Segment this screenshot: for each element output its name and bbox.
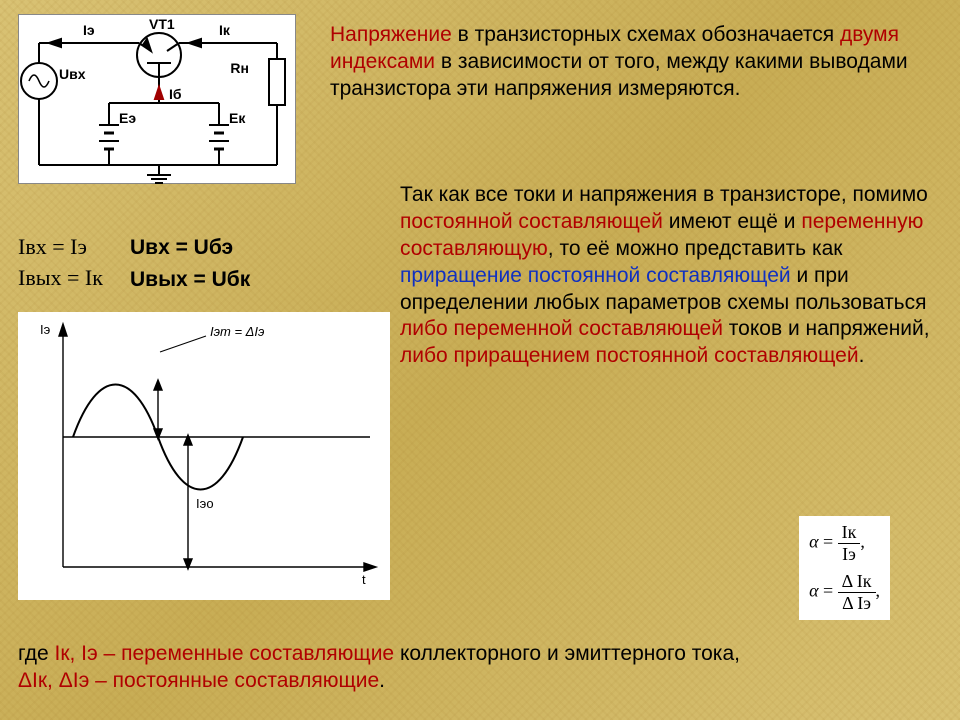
paragraph-components: Так как все токи и напряжения в транзист…	[400, 182, 940, 370]
graph-y-label: Iэ	[40, 322, 51, 337]
text: , то её можно представить как	[548, 237, 843, 260]
text: постоянной составляющей	[400, 210, 663, 233]
equations-currents: Iвх = Iэ Iвых = Iк	[18, 232, 103, 294]
circuit-svg: Iэ VT1 Iк Uвх Rн Iб Еэ Ек	[19, 15, 297, 185]
text: токов и напряжений,	[723, 317, 930, 340]
equations-voltages: Uвх = Uбэ Uвых = Uбк	[130, 232, 250, 295]
graph-x-label: t	[362, 572, 366, 587]
label-ek: Ек	[229, 110, 246, 126]
eq-uvyx: Uвых = Uбк	[130, 264, 250, 296]
slide-content: Iэ VT1 Iк Uвх Rн Iб Еэ Ек Напряжение в т…	[0, 0, 960, 720]
label-ib: Iб	[169, 86, 182, 102]
label-ik: Iк	[219, 22, 231, 38]
eq-ivyx: Iвых = Iк	[18, 263, 103, 294]
alpha-sym: α	[809, 532, 818, 552]
label-uvx: Uвх	[59, 66, 86, 82]
alpha-num2: Δ Iк	[838, 571, 876, 593]
alpha-formulas: α = IкIэ, α = Δ IкΔ Iэ,	[799, 516, 890, 620]
text: Так как все токи и напряжения в транзист…	[400, 183, 928, 206]
text: Iк, Iэ – переменные составляющие	[54, 642, 394, 665]
alpha-den1: Iэ	[838, 544, 861, 565]
text: .	[379, 669, 385, 692]
graph-delta-label: Iэт = ΔIэ	[210, 324, 264, 339]
paragraph-where: где Iк, Iэ – переменные составляющие кол…	[18, 640, 938, 695]
text: ,	[876, 581, 881, 601]
text: ,	[860, 532, 865, 552]
graph-svg: Iэ t Iэт = ΔIэ Iэо	[18, 312, 390, 600]
text: либо приращением постоянной составляющей	[400, 344, 859, 367]
text: приращение постоянной составляющей	[400, 264, 791, 287]
circuit-diagram: Iэ VT1 Iк Uвх Rн Iб Еэ Ек	[18, 14, 296, 184]
text: ΔIк, ΔIэ – постоянные составляющие	[18, 669, 379, 692]
text: где	[18, 642, 54, 665]
text: =	[819, 532, 838, 552]
alpha-eq-1: α = IкIэ,	[809, 522, 880, 565]
current-graph: Iэ t Iэт = ΔIэ Iэо	[18, 312, 390, 600]
label-rn: Rн	[230, 60, 249, 76]
text: коллекторного и эмиттерного тока,	[394, 642, 740, 665]
label-ie: Iэ	[83, 22, 95, 38]
eq-ivx: Iвх = Iэ	[18, 232, 103, 263]
alpha-num1: Iк	[838, 522, 861, 544]
text: либо переменной составляющей	[400, 317, 723, 340]
alpha-sym: α	[809, 581, 818, 601]
paragraph-voltage-intro: Напряжение в транзисторных схемах обозна…	[330, 22, 930, 103]
graph-base-label: Iэо	[196, 496, 214, 511]
text: имеют ещё и	[663, 210, 801, 233]
text: в транзисторных схемах обозначается	[452, 23, 840, 46]
label-ee: Еэ	[119, 110, 136, 126]
text: .	[859, 344, 865, 367]
text: =	[819, 581, 838, 601]
alpha-eq-2: α = Δ IкΔ Iэ,	[809, 571, 880, 614]
label-vt1: VT1	[149, 16, 175, 32]
text: Напряжение	[330, 23, 452, 46]
eq-uvx: Uвх = Uбэ	[130, 232, 250, 264]
alpha-den2: Δ Iэ	[838, 593, 876, 614]
